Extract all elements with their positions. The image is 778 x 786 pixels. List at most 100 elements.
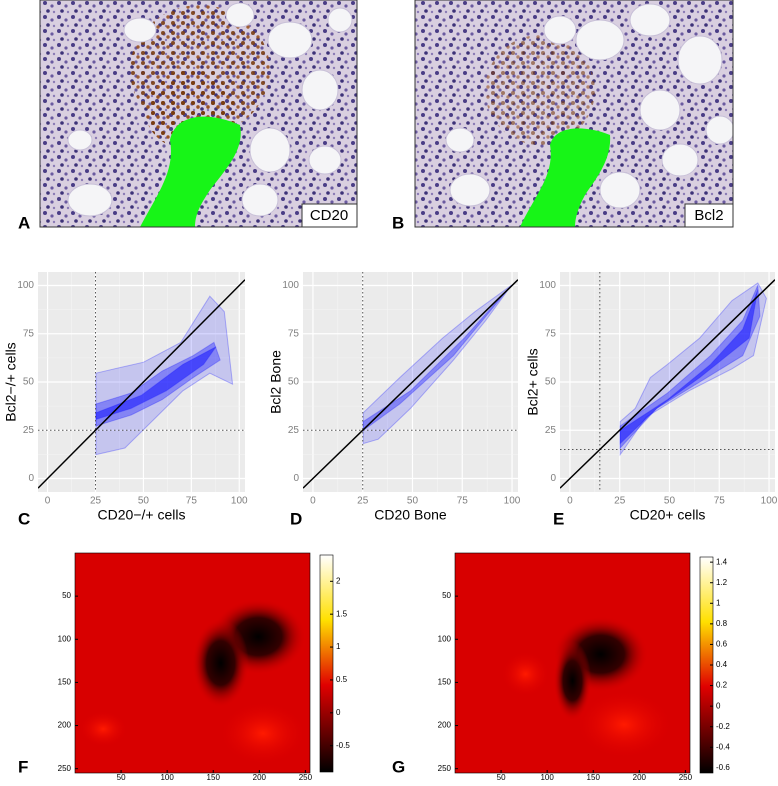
x-tick-label: 0 xyxy=(45,496,51,507)
x-tick-label: 50 xyxy=(117,773,126,781)
y-tick-label: 250 xyxy=(58,764,72,773)
y-tick-label: 0 xyxy=(293,473,299,484)
y-axis-label: Bcl2 Bone xyxy=(268,350,284,414)
y-tick-label: 50 xyxy=(288,377,300,388)
panel-letter: F xyxy=(18,757,28,776)
image-caption: Bcl2 xyxy=(694,207,723,224)
y-tick-label: 150 xyxy=(58,678,72,687)
x-tick-label: 50 xyxy=(497,773,506,781)
y-tick-label: 250 xyxy=(438,764,452,773)
x-tick-label: 75 xyxy=(714,496,726,507)
plot-area xyxy=(303,272,518,492)
heatmap-blob xyxy=(577,691,672,758)
density-cloud xyxy=(619,289,759,445)
x-axis-label: CD20−/+ cells xyxy=(98,507,186,523)
panel-letter: B xyxy=(392,213,404,232)
y-axis-label: Bcl2+ cells xyxy=(525,348,541,415)
heatmap xyxy=(75,553,310,773)
y-tick-label: 25 xyxy=(288,425,300,436)
heatmap xyxy=(455,553,690,773)
heatmap-blob xyxy=(220,702,306,765)
x-tick-label: 100 xyxy=(231,496,248,507)
colorbar-tick-label: 1.4 xyxy=(716,557,728,566)
colorbar-tick-label: 0.6 xyxy=(716,640,728,649)
panel-letter: E xyxy=(553,509,564,528)
colorbar-tick-label: 1 xyxy=(336,642,341,651)
caption-box xyxy=(684,203,734,228)
colorbar-tick-label: -0.4 xyxy=(716,742,730,751)
y-tick-label: 50 xyxy=(442,591,451,600)
colorbar-tick-label: 0.5 xyxy=(336,675,348,684)
y-tick-label: 50 xyxy=(23,377,35,388)
colorbar-tick-label: -0.2 xyxy=(716,722,730,731)
image-border xyxy=(39,0,358,228)
density-cloud xyxy=(619,285,761,450)
plot-area xyxy=(560,272,775,492)
density-cloud xyxy=(95,346,217,421)
y-tick-label: 25 xyxy=(23,425,35,436)
x-tick-label: 25 xyxy=(90,496,102,507)
identity-line xyxy=(303,279,518,489)
y-axis-label: Bcl2−/+ cells xyxy=(3,342,19,421)
colorbar-tick-label: 1.2 xyxy=(716,578,728,587)
panel-letter: A xyxy=(18,213,30,232)
x-tick-label: 75 xyxy=(186,496,198,507)
y-tick-label: 100 xyxy=(438,634,452,643)
y-tick-label: 100 xyxy=(282,280,299,291)
colorbar-tick-label: -0.5 xyxy=(336,741,350,750)
y-tick-label: 200 xyxy=(438,721,452,730)
heatmap-blob xyxy=(79,711,127,747)
x-tick-label: 250 xyxy=(299,773,313,781)
x-tick-label: 0 xyxy=(567,496,573,507)
x-tick-label: 100 xyxy=(540,773,554,781)
x-tick-label: 25 xyxy=(357,496,369,507)
x-axis-label: CD20+ cells xyxy=(630,507,706,523)
colorbar-tick-label: -0.6 xyxy=(716,763,730,772)
density-cloud xyxy=(362,284,512,445)
x-tick-label: 75 xyxy=(457,496,469,507)
x-tick-label: 150 xyxy=(587,773,601,781)
histology-image xyxy=(415,0,733,227)
density-cloud xyxy=(95,295,234,456)
image-border xyxy=(414,0,734,228)
heatmap-border xyxy=(454,552,691,774)
caption-box xyxy=(301,203,358,228)
colorbar-tick-label: 1 xyxy=(716,598,721,607)
y-tick-label: 100 xyxy=(17,280,34,291)
heatmap-border xyxy=(74,552,311,774)
y-tick-label: 75 xyxy=(288,328,300,339)
y-tick-label: 100 xyxy=(58,634,72,643)
colorbar-tick-label: 2 xyxy=(336,576,341,585)
colorbar-tick-label: 0 xyxy=(336,708,341,717)
plot-area xyxy=(38,272,245,492)
x-tick-label: 150 xyxy=(207,773,221,781)
colorbar xyxy=(319,554,334,773)
heatmap-blob xyxy=(192,619,249,707)
y-tick-label: 0 xyxy=(28,473,34,484)
heatmap-blob xyxy=(553,641,592,721)
density-cloud xyxy=(619,282,767,457)
x-tick-label: 200 xyxy=(633,773,647,781)
image-caption: CD20 xyxy=(310,207,348,224)
identity-line xyxy=(38,279,245,489)
y-tick-label: 200 xyxy=(58,721,72,730)
y-tick-label: 50 xyxy=(545,377,557,388)
x-tick-label: 0 xyxy=(310,496,316,507)
x-tick-label: 100 xyxy=(761,496,778,507)
x-tick-label: 250 xyxy=(679,773,693,781)
panel-letter: C xyxy=(18,509,30,528)
colorbar-tick-label: 0.2 xyxy=(716,681,728,690)
x-tick-label: 200 xyxy=(253,773,267,781)
x-tick-label: 50 xyxy=(664,496,676,507)
x-tick-label: 100 xyxy=(160,773,174,781)
y-tick-label: 25 xyxy=(545,425,557,436)
y-tick-label: 75 xyxy=(23,328,35,339)
histology-image xyxy=(40,0,357,227)
x-tick-label: 50 xyxy=(407,496,419,507)
y-tick-label: 75 xyxy=(545,328,557,339)
colorbar-tick-label: 0.4 xyxy=(716,660,728,669)
x-tick-label: 25 xyxy=(614,496,626,507)
heatmap-blob xyxy=(502,652,549,696)
colorbar-tick-label: 0 xyxy=(716,701,721,710)
